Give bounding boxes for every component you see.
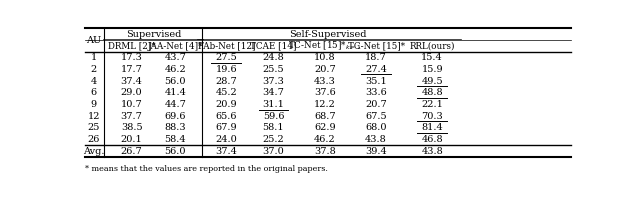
Text: 48.8: 48.8 [421,88,443,97]
Text: 24.0: 24.0 [216,135,237,144]
Text: 19.6: 19.6 [216,65,237,74]
Text: Self-Supervised: Self-Supervised [289,30,367,39]
Text: 9: 9 [91,100,97,109]
Text: 20.1: 20.1 [121,135,143,144]
Text: TC-Net [15]*: TC-Net [15]* [348,42,404,51]
Text: Avg.: Avg. [83,147,104,156]
Text: 39.4: 39.4 [365,147,387,156]
Text: 41.4: 41.4 [164,88,186,97]
Text: 70.3: 70.3 [421,112,443,121]
Text: 68.7: 68.7 [314,112,336,121]
Text: 12.2: 12.2 [314,100,336,109]
Text: Supervised: Supervised [125,30,181,39]
Text: 35.1: 35.1 [365,77,387,86]
Text: 67.5: 67.5 [365,112,387,121]
Text: 59.6: 59.6 [262,112,284,121]
Text: 88.3: 88.3 [164,123,186,133]
Text: 2: 2 [91,65,97,74]
Text: 43.7: 43.7 [164,53,186,62]
Text: 67.9: 67.9 [216,123,237,133]
Text: 27.4: 27.4 [365,65,387,74]
Text: 37.6: 37.6 [314,88,336,97]
Text: 45.2: 45.2 [216,88,237,97]
Text: * means that the values are reported in the original papers.: * means that the values are reported in … [85,165,328,173]
Text: 58.4: 58.4 [164,135,186,144]
Text: 20.9: 20.9 [216,100,237,109]
Text: 58.1: 58.1 [262,123,284,133]
Text: JAA-Net [4]*: JAA-Net [4]* [148,42,203,51]
Text: 81.4: 81.4 [421,123,443,133]
Text: 29.0: 29.0 [121,88,142,97]
Text: DRML [2]*: DRML [2]* [108,42,156,51]
Text: 20.7: 20.7 [365,100,387,109]
Text: 46.2: 46.2 [164,65,186,74]
Text: 69.6: 69.6 [164,112,186,121]
Text: 26: 26 [88,135,100,144]
Text: 31.1: 31.1 [262,100,284,109]
Text: 22.1: 22.1 [421,100,443,109]
Text: TCAE [14]: TCAE [14] [250,42,297,51]
Text: 68.0: 68.0 [365,123,387,133]
Text: 17.7: 17.7 [121,65,143,74]
Text: 37.8: 37.8 [314,147,336,156]
Text: 37.7: 37.7 [121,112,143,121]
Text: 43.8: 43.8 [421,147,443,156]
Text: 46.2: 46.2 [314,135,336,144]
Text: 15.9: 15.9 [421,65,443,74]
Text: 24.8: 24.8 [262,53,284,62]
Text: 25: 25 [88,123,100,133]
Text: 10.8: 10.8 [314,53,336,62]
Text: 46.8: 46.8 [421,135,443,144]
Text: 27.5: 27.5 [216,53,237,62]
Text: 25.5: 25.5 [262,65,284,74]
Text: FAb-Net [12]: FAb-Net [12] [198,42,255,51]
Text: 44.7: 44.7 [164,100,186,109]
Text: 25.2: 25.2 [262,135,284,144]
Text: 56.0: 56.0 [164,77,186,86]
Text: 15.4: 15.4 [421,53,443,62]
Text: 12: 12 [88,112,100,121]
Text: 37.4: 37.4 [216,147,237,156]
Text: 37.3: 37.3 [262,77,284,86]
Text: 6: 6 [91,88,97,97]
Text: 4: 4 [91,77,97,86]
Text: TC-Net [15]*$_{k=1}$: TC-Net [15]*$_{k=1}$ [288,40,362,52]
Text: AU: AU [86,36,102,45]
Text: 33.6: 33.6 [365,88,387,97]
Text: 62.9: 62.9 [314,123,336,133]
Text: 20.7: 20.7 [314,65,336,74]
Text: 17.3: 17.3 [121,53,143,62]
Text: 38.5: 38.5 [121,123,142,133]
Text: 49.5: 49.5 [421,77,443,86]
Text: 10.7: 10.7 [121,100,143,109]
Text: 26.7: 26.7 [121,147,143,156]
Text: 34.7: 34.7 [262,88,284,97]
Text: 37.4: 37.4 [121,77,143,86]
Text: 65.6: 65.6 [216,112,237,121]
Text: RRL(ours): RRL(ours) [410,42,455,51]
Text: 1: 1 [91,53,97,62]
Text: 28.7: 28.7 [216,77,237,86]
Text: 56.0: 56.0 [164,147,186,156]
Text: 18.7: 18.7 [365,53,387,62]
Text: 37.0: 37.0 [262,147,284,156]
Text: 43.3: 43.3 [314,77,336,86]
Text: 43.8: 43.8 [365,135,387,144]
